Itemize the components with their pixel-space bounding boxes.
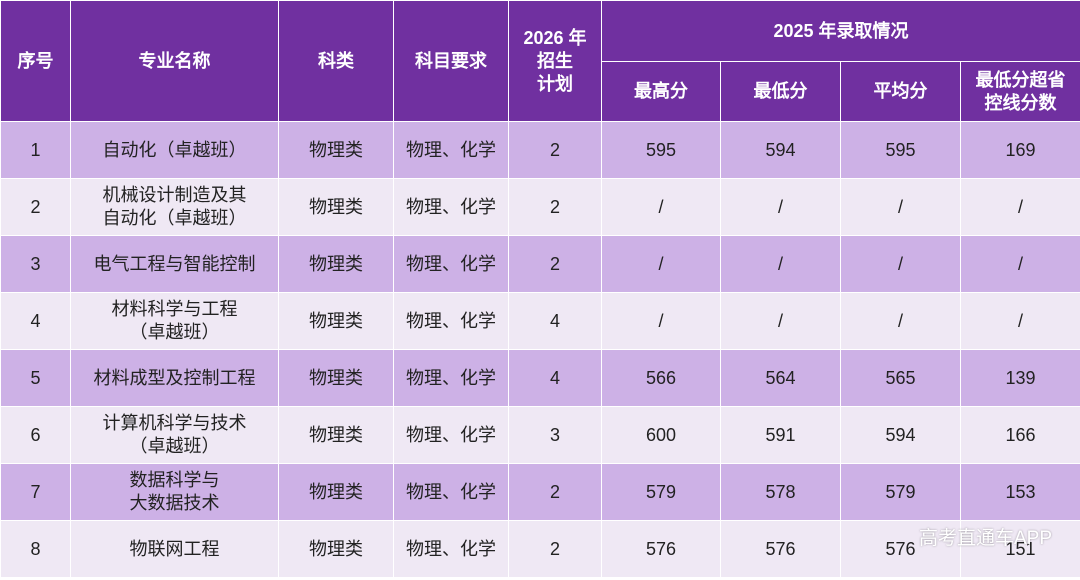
- table-row: 6 计算机科学与技术 （卓越班） 物理类 物理、化学 3 600 591 594 166: [0, 406, 1080, 464]
- table-cell: 579: [601, 463, 721, 521]
- table-row: 8 物联网工程 物理类 物理、化学 2 576 576 576 151: [0, 520, 1080, 578]
- table-row: 3 电气工程与智能控制 物理类 物理、化学 2// / /: [0, 235, 1080, 293]
- table-cell: 595: [840, 121, 961, 179]
- table-cell: 5: [0, 349, 71, 407]
- table-row: 1 自动化（卓越班） 物理类 物理、化学 2 595 594 595 169: [0, 121, 1080, 179]
- table-cell: 物理类: [278, 292, 394, 350]
- header-row: 最高分 最低分 平均分 最低分超省 控线分数: [1, 61, 1080, 122]
- table-cell: 物理、化学: [393, 520, 509, 578]
- table-cell: 2: [508, 235, 602, 293]
- table-cell: /: [959, 292, 1080, 350]
- table-cell: 机械设计制造及其 自动化（卓越班）: [70, 178, 279, 236]
- table-cell: 物理类: [278, 520, 394, 578]
- table-cell: 电气工程与智能控制: [70, 235, 279, 293]
- table-cell: 579: [840, 463, 961, 521]
- table-cell: /: [840, 235, 961, 293]
- table-cell: 2: [508, 178, 602, 236]
- table-cell: 物理、化学: [393, 349, 509, 407]
- header-cell: 最高分: [601, 61, 721, 122]
- header-cell: 最低分超省 控线分数: [959, 61, 1080, 122]
- table-cell: 153: [959, 463, 1080, 521]
- table-cell: 材料科学与工程 （卓越班）: [70, 292, 279, 350]
- table-cell: 物理类: [278, 463, 394, 521]
- table-cell: 139: [959, 349, 1080, 407]
- table-cell: 595: [601, 121, 721, 179]
- table-cell: 3: [0, 235, 71, 293]
- header-cell: 专业名称: [70, 0, 279, 122]
- table-cell: 576: [601, 520, 721, 578]
- table-cell: 材料成型及控制工程: [70, 349, 279, 407]
- table-cell: 594: [840, 406, 961, 464]
- header-cell: 平均分: [840, 61, 961, 122]
- table-cell: 物理类: [278, 406, 394, 464]
- header-group: 2025 年录取情况: [600, 0, 1080, 62]
- table-cell: 2: [508, 520, 602, 578]
- table-cell: 物理类: [278, 121, 394, 179]
- table-cell: 4: [0, 292, 71, 350]
- table-cell: 物联网工程: [70, 520, 279, 578]
- table-cell: /: [959, 235, 1080, 293]
- table-row: 4 材料科学与工程 （卓越班） 物理类 物理、化学 4// / /: [0, 292, 1080, 350]
- table-cell: 565: [840, 349, 961, 407]
- table-cell: 物理、化学: [393, 121, 509, 179]
- table-cell: /: [601, 292, 721, 350]
- table-row: 7 数据科学与 大数据技术 物理类 物理、化学 2 579 578 579 153: [0, 463, 1080, 521]
- table-cell: 物理类: [278, 178, 394, 236]
- table-cell: 6: [0, 406, 71, 464]
- table-cell: /: [601, 235, 721, 293]
- table-cell: 物理、化学: [393, 463, 509, 521]
- header-cell: 序号: [0, 0, 71, 122]
- table-cell: 自动化（卓越班）: [70, 121, 279, 179]
- table-header: 序号 专业名称 科类 科目要求 2026 年 招生 计划 2025 年录取情况 …: [0, 0, 1080, 122]
- table-cell: 物理、化学: [393, 292, 509, 350]
- table-cell: 7: [0, 463, 71, 521]
- header-cell: 科类: [278, 0, 394, 122]
- watermark: 高考直通车APP: [918, 528, 1052, 549]
- table-cell: 576: [720, 520, 841, 578]
- table-cell: 3: [508, 406, 602, 464]
- table-cell: /: [959, 178, 1080, 236]
- header-cell: 科目要求: [393, 0, 509, 122]
- table-cell: 564: [720, 349, 841, 407]
- table-cell: 578: [720, 463, 841, 521]
- table-cell: 物理、化学: [393, 235, 509, 293]
- table-cell: /: [840, 292, 961, 350]
- table-cell: /: [601, 178, 721, 236]
- table-cell: 4: [508, 349, 602, 407]
- header-cell: 2026 年 招生 计划: [508, 0, 602, 122]
- table-cell: 8: [0, 520, 71, 578]
- table-row: 2 机械设计制造及其 自动化（卓越班） 物理类 物理、化学 2// / /: [0, 178, 1080, 236]
- table-cell: /: [840, 178, 961, 236]
- table-cell: 物理类: [278, 235, 394, 293]
- table-cell: 2: [508, 121, 602, 179]
- table-cell: 物理、化学: [393, 178, 509, 236]
- table-cell: 594: [720, 121, 841, 179]
- table-cell: 物理类: [278, 349, 394, 407]
- table-cell: 166: [959, 406, 1080, 464]
- table-cell: 数据科学与 大数据技术: [70, 463, 279, 521]
- table-cell: 151: [959, 520, 1080, 578]
- table-cell: 2: [0, 178, 71, 236]
- header-row: 序号 专业名称 科类 科目要求 2026 年 招生 计划 2025 年录取情况: [0, 0, 1080, 122]
- table-cell: 计算机科学与技术 （卓越班）: [70, 406, 279, 464]
- table-body: 1 自动化（卓越班） 物理类 物理、化学 2 595 594 595 169 2 机械设计制造及其 …: [0, 121, 1080, 578]
- table-cell: 4: [508, 292, 602, 350]
- table-cell: 2: [508, 463, 602, 521]
- table-cell: 物理、化学: [393, 406, 509, 464]
- table-cell: 1: [0, 121, 71, 179]
- table-row: 5 材料成型及控制工程 物理类 物理、化学 4 566 564 565 139: [0, 349, 1080, 407]
- table-cell: /: [720, 235, 841, 293]
- table-cell: 566: [601, 349, 721, 407]
- header-cell: 最低分: [720, 61, 841, 122]
- table-cell: 576: [840, 520, 961, 578]
- table-cell: 169: [959, 121, 1080, 179]
- table-cell: /: [720, 178, 841, 236]
- table-cell: 600: [601, 406, 721, 464]
- table-cell: 591: [720, 406, 841, 464]
- table-cell: /: [720, 292, 841, 350]
